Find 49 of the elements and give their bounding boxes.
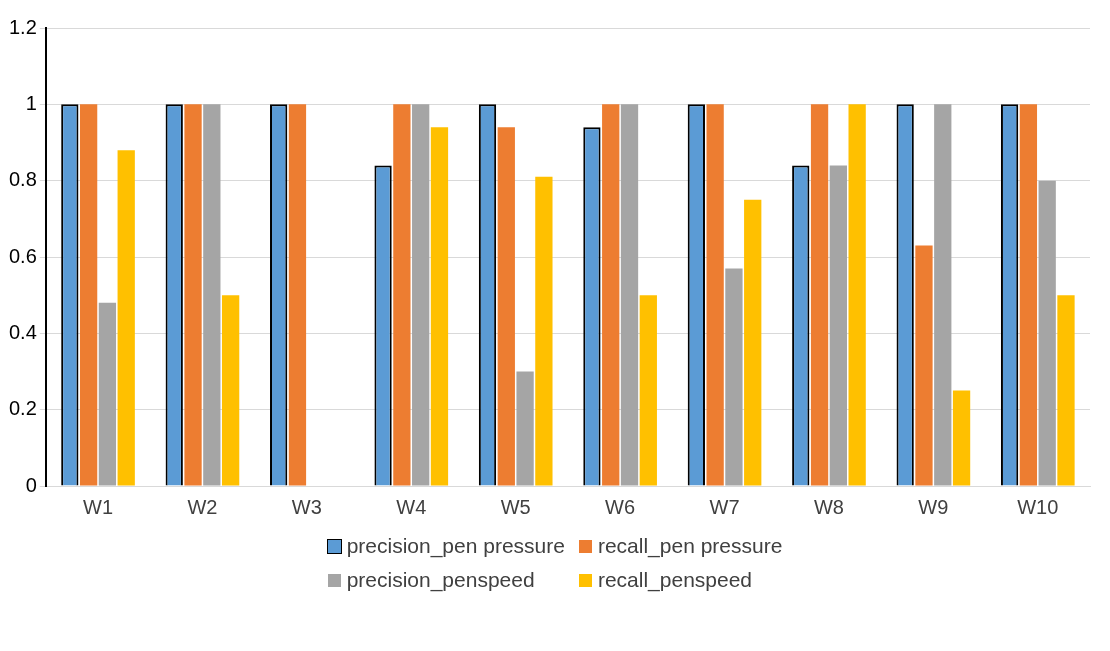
x-tick-label: W3 — [291, 495, 322, 518]
bar — [915, 245, 933, 486]
y-tick-label: 0.4 — [8, 320, 37, 343]
bar — [810, 104, 829, 486]
bar — [1057, 295, 1075, 486]
bar — [1019, 104, 1038, 486]
bar — [952, 390, 971, 486]
x-tick-label: W10 — [1017, 495, 1059, 518]
x-tick-label: W1 — [83, 495, 114, 518]
bar — [535, 176, 553, 486]
legend-label: recall_pen pressure — [597, 534, 783, 558]
bar — [934, 104, 952, 486]
y-tick-label: 1.2 — [8, 15, 37, 38]
legend-label: recall_penspeed — [597, 568, 753, 592]
bar — [393, 104, 411, 486]
bar — [430, 127, 449, 486]
y-tick-label: 1 — [25, 91, 37, 114]
x-tick-label: W6 — [605, 495, 636, 518]
bar — [516, 371, 534, 486]
bar — [639, 295, 657, 486]
y-tick-label: 0.6 — [8, 244, 37, 267]
bar — [620, 104, 639, 486]
bar — [184, 104, 202, 486]
bar — [288, 104, 307, 486]
y-tick-label: 0.2 — [8, 397, 37, 420]
x-tick-label: W5 — [500, 495, 531, 518]
bar — [829, 165, 847, 486]
bar — [848, 104, 866, 486]
bar — [412, 104, 430, 486]
bar — [98, 302, 117, 486]
bar — [203, 104, 221, 486]
y-tick-label: 0.8 — [8, 168, 37, 191]
x-tick-label: W4 — [396, 495, 427, 518]
bar — [602, 104, 620, 486]
bar — [725, 268, 743, 486]
bar — [744, 199, 762, 486]
bar — [117, 150, 135, 486]
legend-label: precision_pen pressure — [346, 534, 565, 558]
bar — [706, 104, 724, 486]
x-tick-label: W9 — [918, 495, 949, 518]
bar — [221, 295, 240, 486]
bar — [497, 127, 515, 486]
x-tick-label: W7 — [709, 495, 740, 518]
legend-label: precision_penspeed — [346, 568, 535, 592]
bar — [1038, 180, 1056, 486]
x-tick-label: W8 — [813, 495, 844, 518]
bar — [79, 104, 98, 486]
x-tick-label: W2 — [187, 495, 218, 518]
y-tick-label: 0 — [25, 473, 37, 496]
